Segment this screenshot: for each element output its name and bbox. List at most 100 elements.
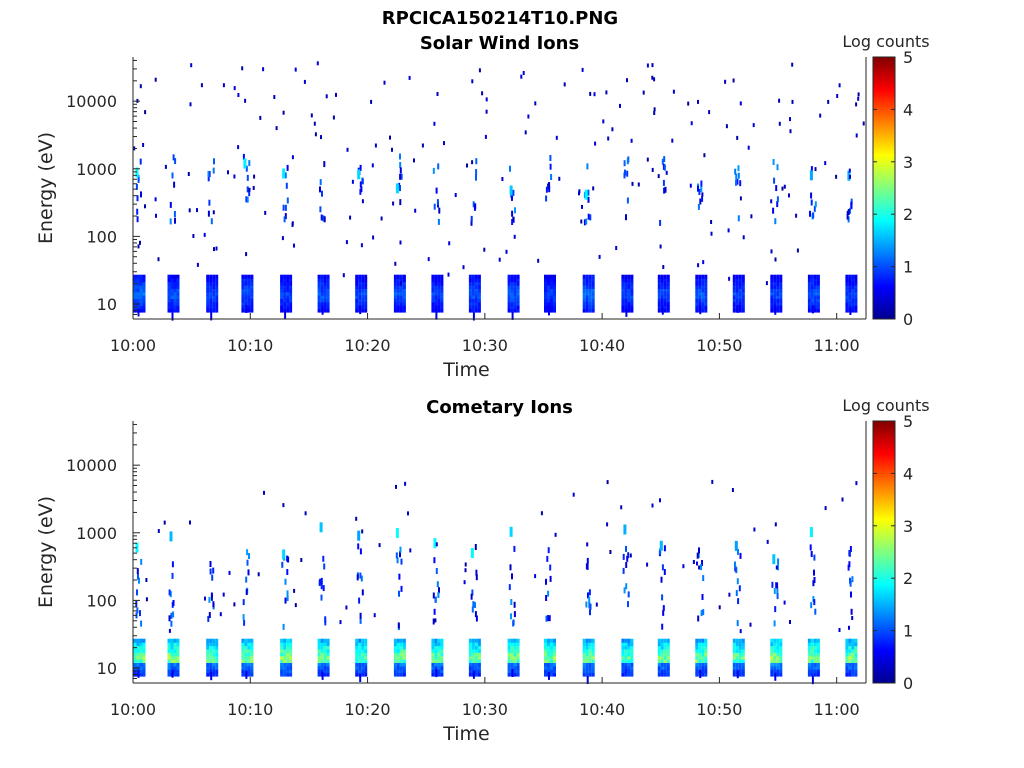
data-cell [547, 288, 550, 293]
data-cell [247, 569, 250, 576]
data-cell [585, 645, 589, 650]
data-cell [470, 548, 474, 558]
data-cell [355, 516, 358, 521]
data-cell [263, 490, 265, 495]
data-cell [244, 284, 248, 289]
data-cell [241, 648, 245, 653]
data-cell [854, 288, 858, 293]
data-cell [701, 645, 705, 650]
data-cell [657, 278, 661, 283]
data-cell [736, 670, 739, 679]
data-cell [741, 648, 745, 653]
data-cell [698, 642, 702, 647]
data-cell [660, 648, 664, 653]
data-cell [466, 163, 468, 168]
data-cell [326, 662, 330, 667]
data-cell [322, 585, 325, 592]
data-cell [514, 207, 516, 214]
data-cell [399, 284, 403, 289]
data-cell [215, 301, 219, 306]
data-cell [440, 305, 444, 310]
data-cell [627, 665, 631, 670]
data-cell [777, 558, 780, 565]
y-tick-label: 10 [97, 659, 117, 678]
data-cell [371, 163, 374, 168]
data-cell [323, 305, 327, 310]
data-cell [516, 655, 520, 660]
data-cell [170, 274, 174, 279]
data-cell [657, 295, 661, 299]
data-cell [434, 288, 438, 293]
data-cell [373, 613, 376, 618]
data-cell [554, 532, 557, 537]
data-cell [625, 308, 628, 317]
data-cell [663, 164, 666, 171]
data-cell [474, 278, 478, 283]
data-cell [734, 540, 738, 551]
data-cell [704, 648, 708, 653]
data-cell [173, 665, 177, 670]
data-cell [547, 655, 550, 660]
data-cell [358, 659, 362, 663]
data-cell [513, 305, 517, 310]
data-cell [477, 301, 481, 306]
data-cell [248, 190, 251, 197]
data-cell [582, 662, 586, 667]
data-cell [591, 672, 595, 677]
data-cell [594, 141, 597, 146]
data-cell [513, 655, 517, 660]
data-cell [624, 305, 628, 310]
data-cell [544, 638, 547, 643]
data-cell [741, 278, 745, 283]
data-cell [293, 243, 295, 248]
data-cell [816, 669, 820, 674]
data-cell [776, 648, 780, 653]
data-cell [605, 90, 608, 95]
data-cell [355, 301, 359, 306]
data-cell [133, 291, 137, 296]
data-cell [245, 196, 248, 203]
data-cell [741, 291, 745, 296]
data-cell [471, 301, 475, 306]
data-cell [471, 305, 475, 310]
data-cell [622, 567, 625, 574]
data-cell [289, 308, 293, 313]
data-cell [626, 158, 629, 165]
data-cell [280, 672, 284, 677]
data-cell [657, 645, 661, 650]
data-cell [477, 648, 481, 653]
data-cell [438, 587, 440, 594]
data-cell [666, 284, 670, 289]
data-cell [139, 638, 143, 643]
data-cell [624, 659, 628, 663]
data-cell [779, 295, 783, 299]
data-cell [133, 655, 137, 660]
data-cell [323, 278, 327, 283]
data-cell [133, 638, 137, 643]
data-cell [250, 652, 254, 657]
data-cell [170, 288, 174, 293]
data-cell [809, 544, 812, 551]
data-cell [630, 308, 634, 313]
data-cell [247, 652, 251, 657]
data-cell [512, 189, 515, 196]
data-cell [139, 288, 143, 293]
data-cell [704, 295, 708, 299]
data-cell [210, 218, 213, 225]
data-cell [402, 648, 406, 653]
data-cell [289, 301, 293, 306]
data-cell [176, 288, 180, 293]
data-cell [170, 301, 174, 306]
data-cell [247, 648, 251, 653]
data-cell [432, 618, 435, 625]
y-tick-label: 100 [86, 227, 117, 246]
data-cell [770, 652, 774, 657]
data-cell [206, 301, 210, 306]
data-cell [776, 672, 780, 677]
data-cell [244, 645, 248, 650]
data-cell [732, 648, 736, 653]
data-cell [173, 648, 177, 653]
data-cell [173, 181, 176, 188]
